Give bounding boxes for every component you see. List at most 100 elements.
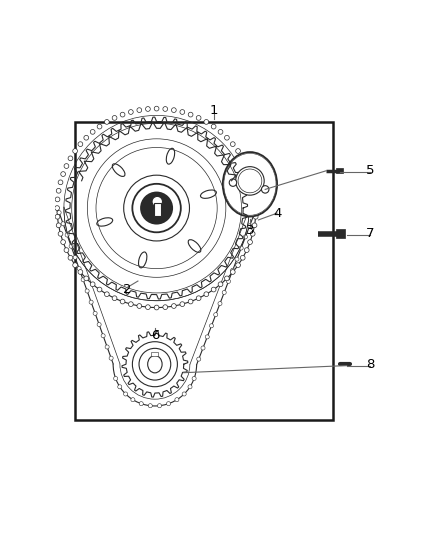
Circle shape [218,282,223,287]
Circle shape [64,164,69,168]
Circle shape [55,214,60,219]
Circle shape [81,278,85,282]
Circle shape [128,302,133,306]
Circle shape [244,248,249,253]
Circle shape [64,248,69,253]
Circle shape [89,300,93,304]
Polygon shape [154,203,161,216]
Circle shape [240,156,245,161]
Circle shape [105,119,109,124]
Circle shape [105,345,109,349]
Circle shape [137,304,141,309]
Circle shape [239,246,243,250]
Circle shape [180,302,185,306]
Circle shape [236,149,240,154]
Circle shape [180,110,185,115]
Circle shape [152,196,162,207]
Circle shape [196,116,201,120]
Circle shape [182,392,186,396]
Circle shape [250,180,255,185]
Circle shape [154,106,159,111]
Circle shape [120,299,125,304]
Circle shape [236,167,264,195]
Circle shape [261,185,269,193]
Circle shape [175,398,179,402]
Circle shape [105,292,109,296]
Bar [336,168,343,173]
Circle shape [57,211,61,215]
Circle shape [211,287,216,292]
Circle shape [118,385,122,389]
Circle shape [188,112,193,117]
Circle shape [247,224,252,228]
Circle shape [163,305,168,310]
Circle shape [128,110,133,115]
Circle shape [148,403,152,408]
Circle shape [69,244,73,248]
Circle shape [90,282,95,287]
Circle shape [55,206,60,211]
Circle shape [250,231,255,236]
Bar [75,122,333,420]
Circle shape [172,108,176,112]
Circle shape [192,376,196,381]
Circle shape [188,299,193,304]
Circle shape [131,398,135,402]
Circle shape [78,270,83,274]
Text: 3: 3 [246,224,254,237]
Circle shape [253,197,258,202]
Circle shape [77,266,81,271]
Circle shape [141,192,172,224]
Circle shape [84,135,88,140]
Circle shape [230,270,235,274]
Circle shape [101,334,105,338]
Circle shape [84,276,88,281]
Circle shape [58,231,63,236]
Circle shape [61,240,66,245]
Circle shape [97,124,102,129]
Circle shape [226,279,230,284]
Circle shape [145,107,150,111]
Circle shape [112,116,117,120]
Circle shape [244,164,249,168]
Circle shape [166,402,170,406]
Circle shape [65,233,69,237]
Circle shape [97,322,101,327]
Circle shape [230,142,235,147]
Circle shape [124,392,127,396]
Circle shape [225,135,229,140]
Circle shape [247,240,252,245]
Circle shape [247,172,252,176]
Circle shape [229,179,237,187]
Bar [336,229,345,238]
Text: 4: 4 [273,207,281,220]
Text: 6: 6 [151,329,159,342]
Circle shape [78,142,83,147]
Circle shape [222,290,226,295]
Circle shape [163,107,168,111]
Circle shape [231,268,235,272]
Circle shape [188,385,192,389]
Circle shape [137,108,141,112]
Circle shape [214,313,218,317]
Circle shape [253,214,258,219]
Circle shape [158,403,162,408]
Circle shape [252,223,257,228]
Circle shape [56,189,61,193]
Circle shape [97,287,102,292]
Circle shape [201,346,205,350]
Circle shape [113,376,118,381]
Circle shape [112,296,117,301]
Circle shape [235,257,239,261]
Circle shape [120,112,125,117]
Circle shape [73,149,78,154]
Circle shape [109,356,113,360]
Circle shape [252,213,256,217]
Circle shape [154,305,159,310]
Circle shape [55,197,60,202]
Circle shape [73,263,78,268]
Circle shape [211,124,216,129]
Circle shape [68,255,73,260]
Circle shape [204,292,208,296]
Circle shape [172,304,176,309]
